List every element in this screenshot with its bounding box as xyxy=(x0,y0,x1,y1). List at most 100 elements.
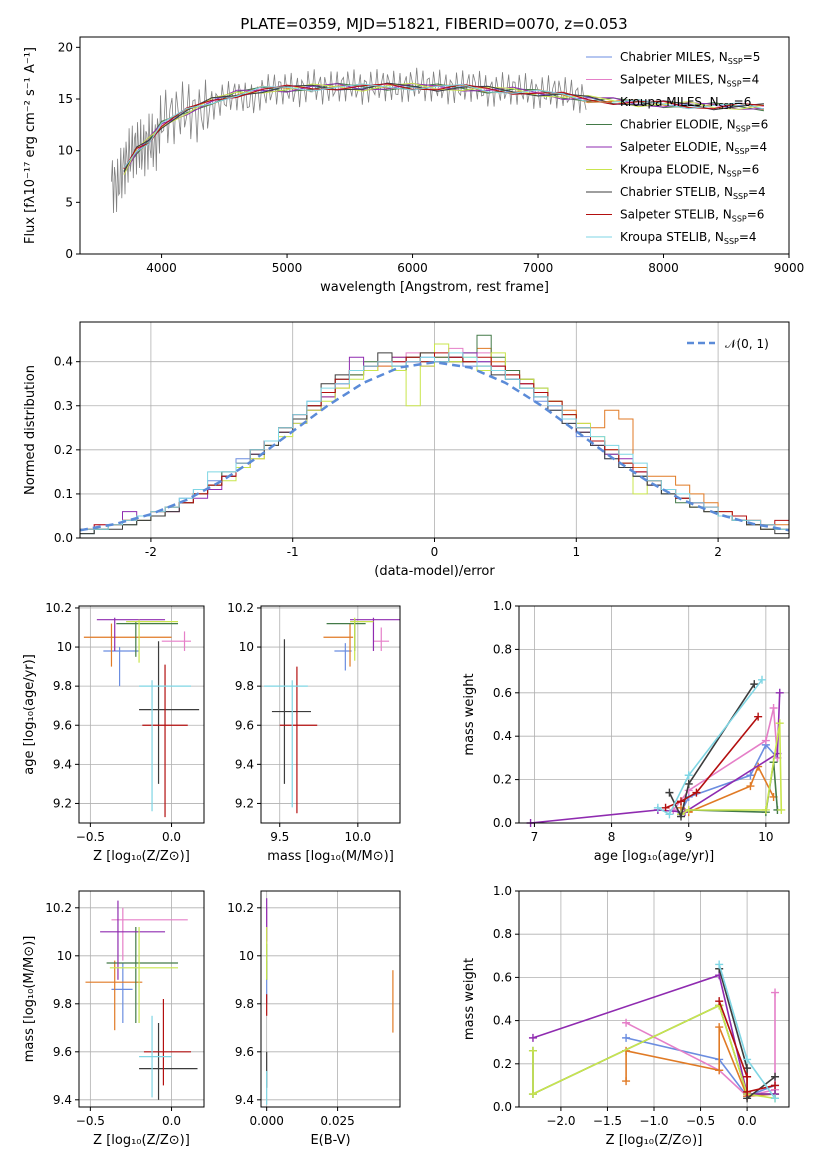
y-tick-label: 0.4 xyxy=(493,1014,512,1028)
mass-weight-marker xyxy=(528,1090,537,1099)
legend-entry: Salpeter MILES, NSSP=4 xyxy=(620,73,759,89)
y-tick-label: 0.1 xyxy=(54,487,73,501)
x-tick-label: 10.0 xyxy=(344,830,371,844)
y-tick-label: 10.2 xyxy=(45,601,72,615)
y-tick-label: 9.6 xyxy=(53,718,72,732)
mass-weight-marker xyxy=(684,779,693,788)
mass-weight-line xyxy=(680,762,779,815)
x-tick-label: 7000 xyxy=(523,261,554,275)
x-tick-label: 9000 xyxy=(774,261,805,275)
y-tick-label: 0.0 xyxy=(493,816,512,830)
mass-weight-line xyxy=(718,1000,776,1093)
y-tick-label: 10 xyxy=(239,640,254,654)
mass-weight-marker xyxy=(754,712,763,721)
mass-weight-marker xyxy=(746,771,755,780)
x-tick-label: -2 xyxy=(145,545,157,559)
y-tick-label: 9.6 xyxy=(53,1045,72,1059)
x-tick-label: 0 xyxy=(431,545,439,559)
x-tick-label: 8 xyxy=(608,830,616,844)
mass-weight-marker xyxy=(743,1087,752,1096)
mass-weight-marker xyxy=(777,805,786,814)
y-tick-label: 10 xyxy=(58,144,73,158)
mass-weight-marker xyxy=(771,1094,780,1103)
mass-weight-marker xyxy=(715,960,724,969)
normal-reference-curve xyxy=(79,360,790,532)
massweight-vs-age-panel: 7 8 9 10 0.0 0.2 0.4 0.6 0.8 1.0 age [log₁₀(age/yr… xyxy=(462,599,790,864)
mass-weight-marker xyxy=(771,1072,780,1081)
mass-weight-marker xyxy=(775,719,784,728)
x-tick-label: 5000 xyxy=(272,261,303,275)
y-tick-label: 1.0 xyxy=(493,599,512,613)
x-tick-label: 0.000 xyxy=(249,1114,283,1128)
y-tick-label: 1.0 xyxy=(493,884,512,898)
x-tick-label: 1 xyxy=(572,545,580,559)
x-tick-label: −2.0 xyxy=(546,1114,575,1128)
legend-entry: Kroupa MILES, NSSP=6 xyxy=(620,95,751,111)
x-tick-label: 7 xyxy=(531,830,539,844)
mass-weight-line xyxy=(668,683,755,819)
y-tick-label: 0 xyxy=(65,247,73,261)
y-tick-label: 0.2 xyxy=(493,773,512,787)
x-tick-label: 6000 xyxy=(397,261,428,275)
axes-frame xyxy=(79,36,790,255)
y-tick-label: 10.2 xyxy=(45,901,72,915)
mass-weight-marker xyxy=(715,1066,724,1075)
mass-weight-line xyxy=(530,692,781,824)
y-tick-label: 9.4 xyxy=(53,1093,72,1107)
x-axis-label: wavelength [Angstrom, rest frame] xyxy=(320,280,549,295)
axes-frame xyxy=(260,890,401,1108)
mass-weight-marker xyxy=(775,688,784,697)
mass-weight-marker xyxy=(771,1081,780,1090)
x-tick-label: 4000 xyxy=(146,261,177,275)
mass-weight-marker xyxy=(743,1072,752,1081)
y-tick-label: 0.8 xyxy=(493,642,512,656)
mass-weight-marker xyxy=(528,1033,537,1042)
mass-weight-marker xyxy=(661,803,670,812)
x-tick-label: −1.5 xyxy=(593,1114,622,1128)
mass-vs-metallicity-panel: −0.5 0.0 9.4 9.6 9.8 10 10.2 Z [log₁₀(Z/Z⊙)] mas… xyxy=(22,890,205,1148)
y-tick-label: 15 xyxy=(58,92,73,106)
mass-weight-marker xyxy=(692,788,701,797)
mass-weight-marker xyxy=(677,812,685,821)
model-spectrum-line xyxy=(123,83,765,169)
y-tick-label: 0.2 xyxy=(493,1057,512,1071)
x-tick-label: -1 xyxy=(287,545,299,559)
mass-weight-marker xyxy=(769,703,778,712)
legend-entry: Salpeter STELIB, NSSP=6 xyxy=(620,208,764,224)
mass-weight-line xyxy=(657,679,763,816)
mass-weight-marker xyxy=(528,1046,537,1055)
axes-frame xyxy=(518,605,790,824)
x-tick-label: −0.5 xyxy=(76,830,105,844)
y-tick-label: 20 xyxy=(58,40,73,54)
y-tick-label: 0.3 xyxy=(54,399,73,413)
axes-frame xyxy=(260,605,401,824)
x-tick-label: 0.0 xyxy=(162,830,181,844)
y-tick-label: 0.4 xyxy=(54,355,73,369)
y-axis-label: age [log₁₀(age/yr)] xyxy=(22,654,37,775)
x-tick-label: −0.5 xyxy=(76,1114,105,1128)
x-axis-label: age [log₁₀(age/yr)] xyxy=(594,849,715,864)
y-tick-label: 9.8 xyxy=(53,679,72,693)
y-tick-label: 0.6 xyxy=(493,970,512,984)
axes-frame xyxy=(78,605,205,824)
massweight-vs-metallicity-panel: −2.0 −1.5 −1.0 −0.5 0.0 0.0 0.2 0.4 0.6 0.8 1.0 Z [… xyxy=(462,884,790,1148)
y-tick-label: 9.4 xyxy=(235,757,254,771)
y-tick-label: 0.8 xyxy=(493,927,512,941)
legend-entry: Kroupa STELIB, NSSP=4 xyxy=(620,230,757,246)
mass-weight-line xyxy=(625,1037,776,1098)
y-tick-label: 10 xyxy=(57,640,72,654)
y-tick-label: 0.0 xyxy=(493,1100,512,1114)
y-tick-label: 9.4 xyxy=(235,1093,254,1107)
age-vs-mass-panel: 9.5 10.0 9.2 9.4 9.6 9.8 10 10.2 mass [log₁₀(M/M… xyxy=(227,601,401,864)
y-tick-label: 10.2 xyxy=(227,901,254,915)
x-axis-label: Z [log₁₀(Z/Z⊙)] xyxy=(93,849,190,864)
mass-weight-marker xyxy=(622,1018,631,1027)
y-tick-label: 0.4 xyxy=(493,729,512,743)
y-tick-label: 0.6 xyxy=(493,686,512,700)
mass-weight-marker xyxy=(653,803,662,812)
mass-weight-line xyxy=(680,743,778,813)
x-tick-label: 0.0 xyxy=(738,1114,757,1128)
mass-weight-marker xyxy=(771,988,780,997)
y-tick-label: 9.8 xyxy=(235,997,254,1011)
